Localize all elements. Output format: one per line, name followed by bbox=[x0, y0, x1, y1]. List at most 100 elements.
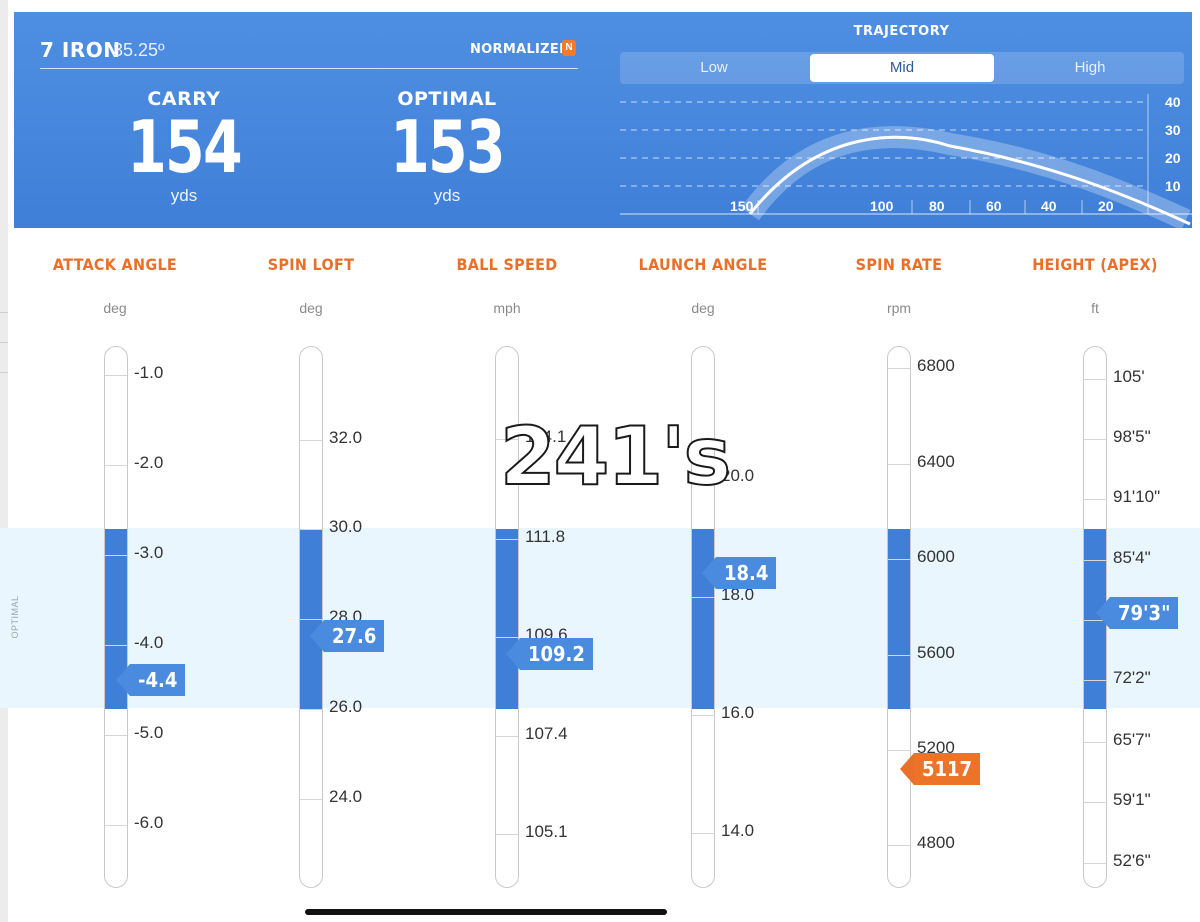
launch-angle-value-flag: 18.4 bbox=[701, 557, 777, 589]
attack-angle-title: ATTACK ANGLE bbox=[52, 255, 178, 274]
height-apex-tick-mark bbox=[1084, 439, 1106, 440]
spin-rate-tick-mark bbox=[888, 368, 910, 369]
height-apex-tick-label: 72'2" bbox=[1113, 668, 1151, 687]
spin-loft-tick-mark bbox=[300, 799, 322, 800]
spin-loft-tick-mark bbox=[300, 440, 322, 441]
spin-rate-title: SPIN RATE bbox=[855, 255, 943, 274]
distance-tick-marks bbox=[757, 200, 1083, 214]
height-apex-tick-mark bbox=[1084, 742, 1106, 743]
ball-speed-tick-mark bbox=[496, 834, 518, 835]
spin-loft-gauge bbox=[299, 346, 323, 888]
height-apex-tick-label: 59'1" bbox=[1113, 790, 1151, 809]
spin-rate-tick-mark bbox=[888, 464, 910, 465]
spin-loft-tick-mark bbox=[300, 709, 322, 710]
height-apex-tick-label: 85'4" bbox=[1113, 548, 1151, 567]
spin-loft-value-flag: 27.6 bbox=[309, 620, 385, 652]
carry-unit: yds bbox=[170, 186, 198, 205]
trajectory-mid-button[interactable]: Mid bbox=[810, 54, 994, 82]
ball-speed-tick-label: 114.1 bbox=[525, 427, 567, 446]
attack-angle-tick-label: -1.0 bbox=[134, 363, 164, 382]
launch-angle-tick-label: 20.0 bbox=[721, 466, 755, 485]
spin-loft-tick-label: 24.0 bbox=[329, 787, 363, 806]
left-edge-divider bbox=[0, 312, 8, 313]
launch-angle-tick-mark bbox=[692, 597, 714, 598]
attack-angle-tick-label: -5.0 bbox=[134, 723, 164, 742]
optimal-stat: OPTIMAL 153 yds bbox=[347, 88, 547, 206]
club-name: 7 IRON bbox=[40, 38, 121, 62]
optimal-value: 153 bbox=[390, 105, 505, 189]
launch-angle-title: LAUNCH ANGLE bbox=[638, 255, 768, 274]
trajectory-selector: Low Mid High bbox=[620, 52, 1184, 84]
normalized-icon[interactable]: N bbox=[562, 40, 576, 56]
optimal-range-band bbox=[0, 528, 1200, 708]
left-edge-strip bbox=[0, 0, 8, 922]
launch-angle-tick-label: 16.0 bbox=[721, 703, 755, 722]
trajectory-high-button[interactable]: High bbox=[1074, 59, 1106, 76]
trajectory-path bbox=[748, 135, 1191, 226]
spin-rate-tick-label: 5600 bbox=[917, 643, 955, 662]
spin-rate-tick-label: 5200 bbox=[917, 738, 955, 757]
height-apex-tick-label: 52'6" bbox=[1113, 851, 1151, 870]
height-tick-label: 30 bbox=[1165, 122, 1181, 138]
height-apex-unit: ft bbox=[1091, 300, 1099, 316]
left-edge-divider bbox=[0, 372, 8, 373]
spin-rate-tick-label: 6800 bbox=[917, 356, 955, 375]
distance-tick-label: 100 bbox=[870, 198, 894, 214]
attack-angle-tick-mark bbox=[105, 465, 127, 466]
spin-rate-gauge bbox=[887, 346, 911, 888]
ball-speed-optimal-fill bbox=[496, 529, 518, 709]
shot-summary-panel: 7 IRON 35.25º NORMALIZED N CARRY 154 yds… bbox=[14, 12, 1192, 228]
height-apex-tick-mark bbox=[1084, 560, 1106, 561]
trajectory-optimal-band bbox=[741, 126, 1191, 228]
height-apex-optimal-fill bbox=[1084, 529, 1106, 709]
spin-rate-optimal-fill bbox=[888, 529, 910, 709]
attack-angle-tick-label: -3.0 bbox=[134, 543, 164, 562]
distance-tick-label: 80 bbox=[929, 198, 945, 214]
launch-angle-tick-label: 18.0 bbox=[721, 585, 755, 604]
launch-angle-tick-mark bbox=[692, 715, 714, 716]
ball-speed-tick-label: 107.4 bbox=[525, 724, 568, 743]
trajectory-title: TRAJECTORY bbox=[853, 24, 950, 39]
height-apex-tick-mark bbox=[1084, 680, 1106, 681]
launch-angle-tick-mark bbox=[692, 478, 714, 479]
trajectory-chart: 40 30 20 10 150 100 80 60 40 20 bbox=[620, 94, 1192, 228]
spin-rate-tick-mark bbox=[888, 845, 910, 846]
height-tick-label: 20 bbox=[1165, 150, 1181, 166]
height-apex-tick-mark bbox=[1084, 499, 1106, 500]
spin-rate-tick-label: 4800 bbox=[917, 833, 955, 852]
height-tick-label: 10 bbox=[1165, 178, 1181, 194]
ball-speed-title: BALL SPEED bbox=[456, 255, 558, 274]
club-loft: 35.25º bbox=[113, 40, 165, 60]
launch-angle-unit: deg bbox=[691, 300, 715, 316]
ball-speed-tick-label: 111.8 bbox=[525, 527, 566, 546]
attack-angle-tick-mark bbox=[105, 735, 127, 736]
distance-tick-label: 40 bbox=[1041, 198, 1057, 214]
launch-angle-tick-label: 14.0 bbox=[721, 821, 755, 840]
ball-speed-gauge bbox=[495, 346, 519, 888]
attack-angle-tick-label: -4.0 bbox=[134, 633, 164, 652]
height-apex-tick-mark bbox=[1084, 863, 1106, 864]
ball-speed-unit: mph bbox=[493, 300, 521, 316]
launch-angle-optimal-fill bbox=[692, 529, 714, 709]
height-apex-tick-label: 65'7" bbox=[1113, 730, 1151, 749]
carry-stat: CARRY 154 yds bbox=[84, 88, 284, 206]
attack-angle-tick-mark bbox=[105, 375, 127, 376]
distance-tick-label: 60 bbox=[986, 198, 1002, 214]
home-indicator[interactable] bbox=[305, 909, 667, 915]
height-apex-value-flag: 79'3" bbox=[1095, 597, 1179, 629]
height-apex-tick-label: 98'5" bbox=[1113, 427, 1151, 446]
trajectory-low-button[interactable]: Low bbox=[700, 59, 728, 76]
attack-angle-gauge bbox=[104, 346, 128, 888]
attack-angle-tick-label: -2.0 bbox=[134, 453, 164, 472]
carry-value: 154 bbox=[127, 105, 242, 189]
attack-angle-unit: deg bbox=[103, 300, 127, 316]
attack-angle-tick-mark bbox=[105, 555, 127, 556]
optimal-band-label: OPTIMAL bbox=[10, 595, 20, 639]
ball-speed-tick-label: 105.1 bbox=[525, 822, 568, 841]
header-divider bbox=[40, 68, 578, 69]
spin-loft-tick-mark bbox=[300, 529, 322, 530]
spin-loft-unit: deg bbox=[299, 300, 323, 316]
height-apex-tick-mark bbox=[1084, 379, 1106, 380]
spin-loft-tick-label: 32.0 bbox=[329, 428, 363, 447]
height-apex-tick-mark bbox=[1084, 802, 1106, 803]
